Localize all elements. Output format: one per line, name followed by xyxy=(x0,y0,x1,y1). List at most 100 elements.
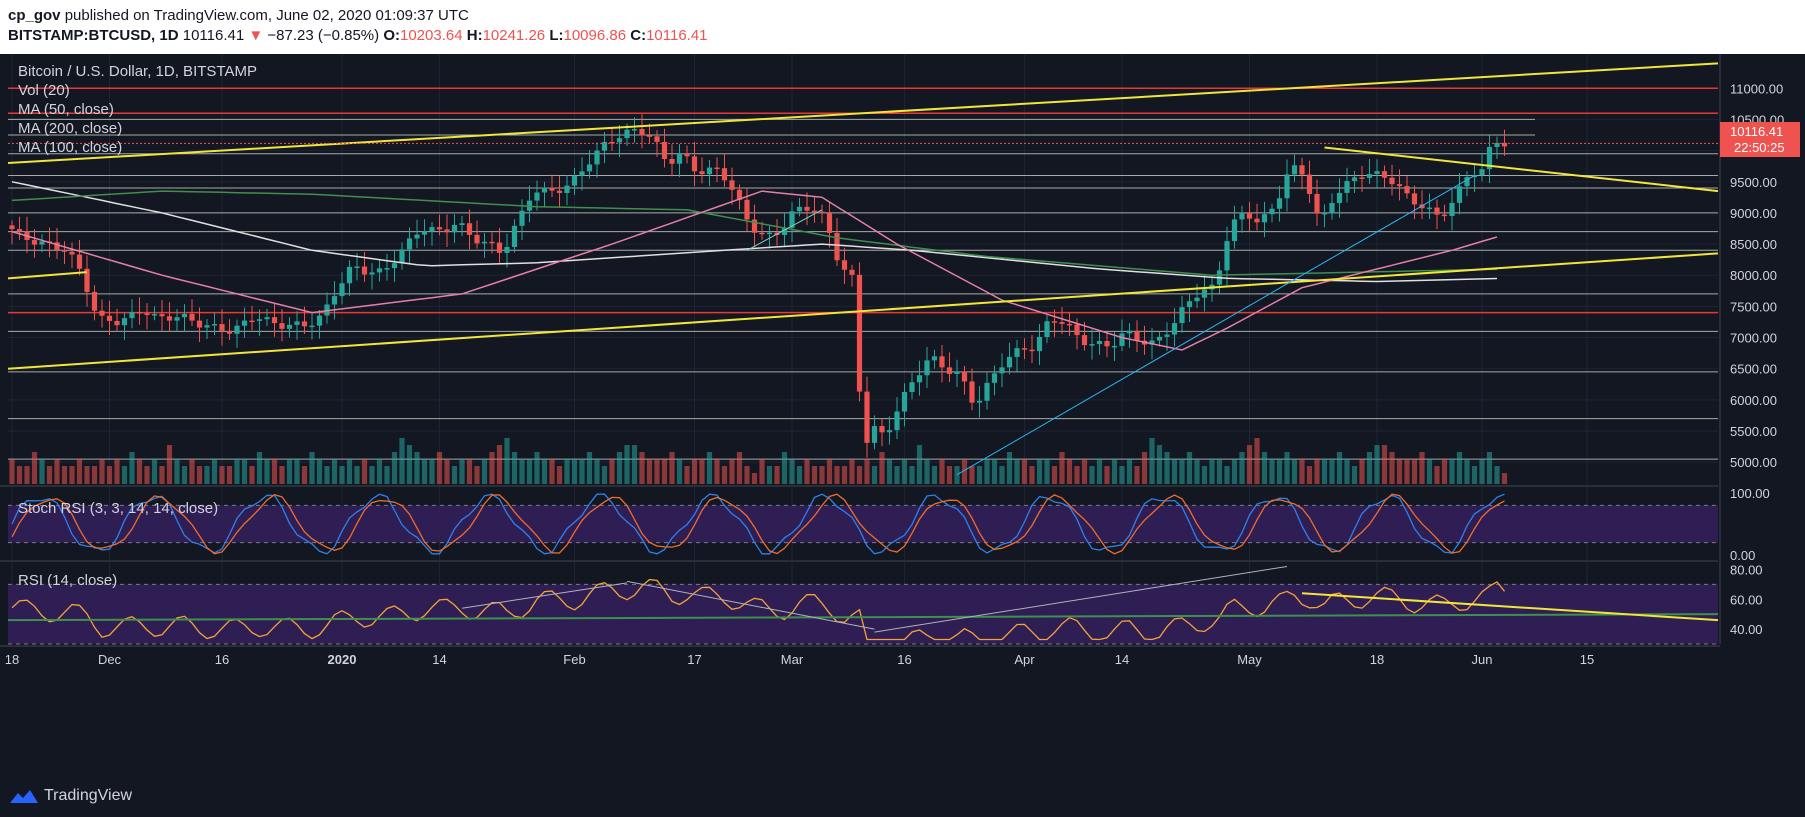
candle-body xyxy=(1126,330,1133,334)
volume-bar xyxy=(1066,459,1073,484)
candle-body xyxy=(76,254,83,269)
volume-bar xyxy=(301,466,308,484)
candle-body xyxy=(466,223,473,235)
volume-bar xyxy=(279,466,285,484)
publisher-name[interactable]: cp_gov xyxy=(8,7,61,24)
volume-bar xyxy=(1156,445,1163,484)
stoch-tick-label: 100.00 xyxy=(1730,486,1770,501)
time-tick-label: Jun xyxy=(1472,652,1493,667)
volume-bar xyxy=(886,459,893,484)
publisher-line: cp_gov published on TradingView.com, Jun… xyxy=(8,7,469,24)
volume-bar xyxy=(699,459,705,484)
volume-bar xyxy=(256,452,263,484)
candle-body xyxy=(1149,340,1155,345)
rsi-guide-line xyxy=(626,580,875,630)
candle-body xyxy=(1284,174,1290,199)
volume-bar xyxy=(1351,466,1358,484)
volume-bar xyxy=(271,459,278,484)
rsi-trend-line xyxy=(1301,592,1719,622)
candle-body xyxy=(459,223,465,225)
candle-body xyxy=(1254,218,1260,223)
candle-body xyxy=(324,304,330,316)
candle-body xyxy=(1104,341,1110,347)
candle-body xyxy=(16,229,23,232)
volume-bar xyxy=(1426,459,1433,484)
volume-bar xyxy=(714,459,720,484)
volume-bar xyxy=(564,459,570,484)
stoch-k-line xyxy=(11,493,1505,555)
volume-bar xyxy=(99,459,105,484)
candle-body xyxy=(1164,334,1170,337)
ma200-line xyxy=(11,181,1498,283)
chart-canvas[interactable]: 11000.0010500.0010000.009500.009000.0085… xyxy=(0,54,1805,817)
candle-body xyxy=(714,167,720,170)
candle-body xyxy=(894,411,900,431)
candle-body xyxy=(736,189,743,200)
candle-body xyxy=(1156,336,1163,341)
volume-bar xyxy=(1269,459,1275,484)
candle-body xyxy=(144,313,150,316)
volume-bar xyxy=(954,466,960,484)
volume-bar xyxy=(24,466,30,484)
time-tick-label: 18 xyxy=(5,652,19,667)
time-tick-label: Apr xyxy=(1014,652,1035,667)
candle-body xyxy=(309,325,315,328)
volume-bar xyxy=(586,452,593,484)
candle-body xyxy=(1366,173,1373,178)
volume-bar xyxy=(571,459,578,484)
candle-body xyxy=(196,320,203,328)
volume-bar xyxy=(121,466,128,484)
volume-bar xyxy=(1449,459,1455,484)
candle-body xyxy=(429,227,435,232)
rsi-tick-label: 60.00 xyxy=(1730,592,1763,607)
candle-body xyxy=(984,382,990,401)
volume-bar xyxy=(1186,452,1193,484)
rsi-ma-line xyxy=(7,613,1719,622)
price-change: −87.23 (−0.85%) xyxy=(267,27,380,44)
candle-body xyxy=(661,141,668,159)
volume-bar xyxy=(1471,466,1478,484)
ma50-line xyxy=(11,190,1498,351)
volume-bar xyxy=(1231,459,1238,484)
candle-body xyxy=(1404,186,1410,194)
volume-bar xyxy=(729,459,735,484)
high-value: 10241.26 xyxy=(482,27,546,44)
volume-bar xyxy=(211,459,218,484)
candle-body xyxy=(511,225,518,247)
tradingview-logo[interactable]: TradingView xyxy=(10,784,132,808)
volume-bar xyxy=(391,452,398,484)
volume-bar xyxy=(429,459,435,484)
symbol-name[interactable]: BITSTAMP:BTCUSD, 1D xyxy=(8,27,179,44)
candle-body xyxy=(1501,142,1508,147)
volume-bar xyxy=(219,466,225,484)
candle-body xyxy=(129,312,135,319)
volume-bar xyxy=(984,459,990,484)
price-tick-label: 6500.00 xyxy=(1730,362,1777,377)
rsi-title: RSI (14, close) xyxy=(18,572,117,589)
candle-body xyxy=(181,313,188,318)
candle-body xyxy=(1261,214,1268,223)
candle-body xyxy=(61,250,68,252)
volume-bar xyxy=(294,459,300,484)
candle-body xyxy=(361,266,368,275)
volume-bar xyxy=(526,459,533,484)
candles xyxy=(9,114,1508,458)
candle-body xyxy=(384,268,390,270)
candle-body xyxy=(91,291,98,311)
low-label: L: xyxy=(549,27,564,44)
volume-bar xyxy=(864,459,870,484)
volume-bar xyxy=(159,466,165,484)
candle-body xyxy=(1134,330,1140,341)
lower-channel-line xyxy=(7,252,1719,370)
volume-bar xyxy=(31,452,38,484)
volume-bar xyxy=(1059,452,1065,484)
candle-body xyxy=(639,129,645,136)
moving-averages xyxy=(11,181,1498,351)
candle-body xyxy=(219,324,225,331)
time-tick-label: May xyxy=(1237,652,1262,667)
volume-bar xyxy=(1486,452,1493,484)
candle-body xyxy=(1231,219,1238,242)
volume-bar xyxy=(1299,459,1305,484)
candle-body xyxy=(699,171,705,175)
volume-bar xyxy=(46,466,53,484)
